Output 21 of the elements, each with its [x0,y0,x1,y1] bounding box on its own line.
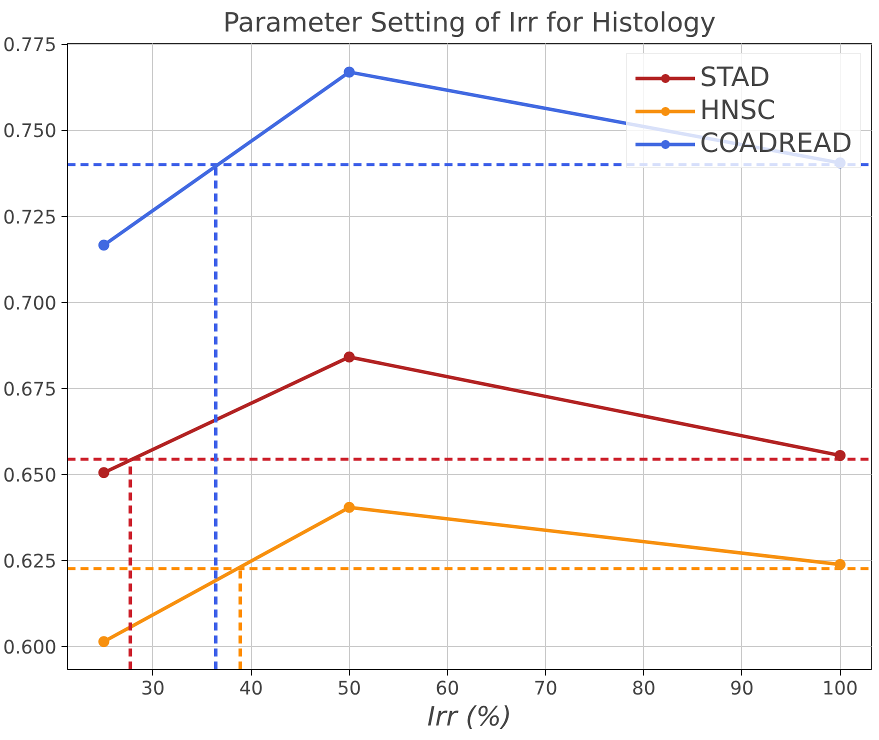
y-tick-label: 0.725 [3,207,57,228]
y-tick-label: 0.650 [3,465,57,486]
x-tick-label: 30 [141,678,165,700]
x-axis-title: Irr (%) [427,702,512,732]
y-tick-label: 0.700 [3,293,57,314]
y-tick-label: 0.750 [3,121,57,142]
x-tick-label: 100 [822,678,858,700]
y-tick-label: 0.600 [3,637,57,658]
x-tick-label: 50 [337,678,362,700]
x-tick-label: 90 [730,678,754,700]
legend-label: STAD [700,62,770,93]
y-tick-label: 0.675 [3,379,57,400]
y-tick-label: 0.775 [3,35,57,56]
x-tick-label: 40 [239,678,263,700]
legend-label: COADREAD [700,128,852,159]
x-tick-label: 80 [632,678,656,700]
chart-title: Parameter Setting of Irr for Histology [223,8,716,38]
x-tick-label: 70 [534,678,558,700]
x-tick-label: 60 [436,678,460,700]
y-tick-label: 0.625 [3,551,57,572]
legend-label: HNSC [700,95,776,126]
